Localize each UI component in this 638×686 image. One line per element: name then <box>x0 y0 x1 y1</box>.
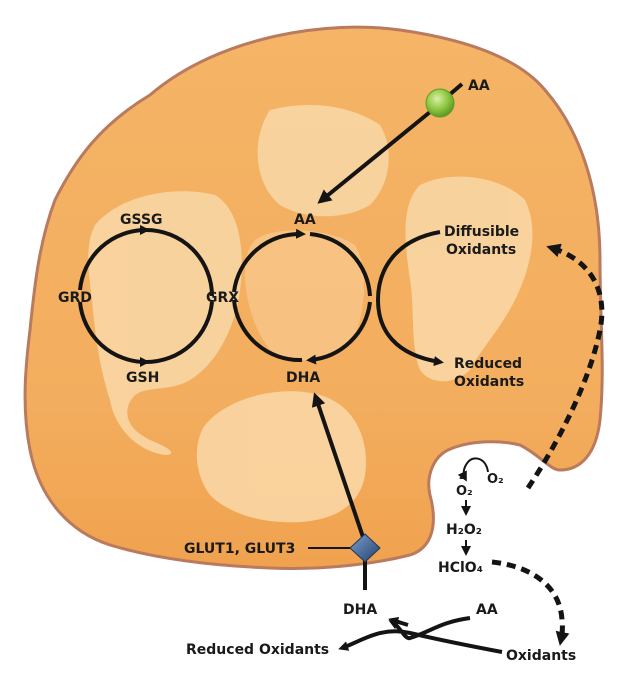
hclo4-dashed-arrow <box>491 559 570 646</box>
label-dha-outer: DHA <box>343 602 377 618</box>
gsh-cycle-arc-bottom <box>139 301 214 367</box>
organelle-bottom <box>196 391 366 523</box>
dha-uptake-arrow <box>311 392 366 541</box>
label-gssg: GSSG <box>120 212 163 228</box>
label-reduced-oxidants-outer: Reduced Oxidants <box>186 642 329 658</box>
organelle-mid <box>245 230 365 361</box>
label-reduced-1: Reduced <box>454 356 522 372</box>
superoxide-chain <box>457 457 489 556</box>
glutathione-cycle <box>78 224 214 367</box>
oxidant-arc <box>375 230 444 367</box>
aa-cycle-arc-left-bottom <box>232 299 303 363</box>
label-superoxide-charge: - <box>459 471 464 486</box>
organelle-left <box>88 191 242 455</box>
organelle-right <box>405 176 533 382</box>
diffusible-dashed-arrow <box>525 243 605 490</box>
o2-to-superoxide-arrow <box>457 457 489 482</box>
aa-cycle-arc-left-top <box>232 228 306 293</box>
label-grd: GRD <box>58 290 92 306</box>
label-grx: GRX <box>206 290 239 306</box>
label-diffusible-2: Oxidants <box>446 242 516 258</box>
aa-transporter <box>425 88 455 118</box>
gsh-cycle-arc-bottom-left <box>78 301 147 365</box>
label-aa-outer: AA <box>476 602 498 618</box>
label-superoxide: O₂ <box>456 484 473 499</box>
organelle-top <box>257 105 389 217</box>
extracellular-exchange <box>338 616 503 654</box>
label-oxidants-outer: Oxidants <box>506 648 576 664</box>
ascorbate-cycle <box>232 228 372 365</box>
aa-uptake-arrow <box>317 110 432 204</box>
gsh-cycle-arc-top <box>78 224 150 291</box>
label-oxygen: O₂ <box>487 472 504 487</box>
cell-body <box>23 25 604 570</box>
label-diffusible-1: Diffusible <box>444 224 519 240</box>
label-h2o2: H₂O₂ <box>446 522 482 538</box>
label-glut: GLUT1, GLUT3 <box>184 541 295 557</box>
aa-dha-arrow-head-fix <box>388 617 409 627</box>
glut-transporter <box>349 533 381 563</box>
label-reduced-2: Oxidants <box>454 374 524 390</box>
label-gsh: GSH <box>126 370 159 386</box>
oxidants-to-reduced-arrow <box>338 629 503 654</box>
aa-cycle-arc-right-top <box>309 232 372 297</box>
label-dha-inner: DHA <box>286 370 320 386</box>
aa-cycle-arc-right-bottom <box>306 301 372 365</box>
gsh-cycle-arc-top-right <box>145 228 214 297</box>
label-aa-top: AA <box>468 78 490 94</box>
organelles <box>88 105 533 523</box>
label-hclo4: HClO₄ <box>438 560 483 576</box>
label-aa-inner: AA <box>294 212 316 228</box>
aa-to-dha-arrow <box>388 616 471 641</box>
oxidant-cycle <box>375 230 444 367</box>
